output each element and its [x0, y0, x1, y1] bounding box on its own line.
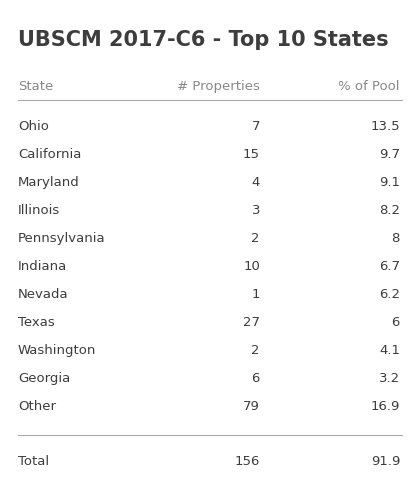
Text: 91.9: 91.9: [370, 455, 400, 468]
Text: 79: 79: [243, 400, 260, 413]
Text: 10: 10: [243, 260, 260, 273]
Text: State: State: [18, 80, 53, 93]
Text: 3.2: 3.2: [379, 372, 400, 385]
Text: Texas: Texas: [18, 316, 55, 329]
Text: Ohio: Ohio: [18, 120, 49, 133]
Text: 4: 4: [252, 176, 260, 189]
Text: 16.9: 16.9: [370, 400, 400, 413]
Text: 9.1: 9.1: [379, 176, 400, 189]
Text: Nevada: Nevada: [18, 288, 68, 301]
Text: 6: 6: [252, 372, 260, 385]
Text: Illinois: Illinois: [18, 204, 60, 217]
Text: 9.7: 9.7: [379, 148, 400, 161]
Text: 4.1: 4.1: [379, 344, 400, 357]
Text: 13.5: 13.5: [370, 120, 400, 133]
Text: Total: Total: [18, 455, 49, 468]
Text: 2: 2: [252, 232, 260, 245]
Text: # Properties: # Properties: [177, 80, 260, 93]
Text: 6.2: 6.2: [379, 288, 400, 301]
Text: 2: 2: [252, 344, 260, 357]
Text: Indiana: Indiana: [18, 260, 67, 273]
Text: 8: 8: [391, 232, 400, 245]
Text: 6: 6: [391, 316, 400, 329]
Text: UBSCM 2017-C6 - Top 10 States: UBSCM 2017-C6 - Top 10 States: [18, 30, 388, 50]
Text: 7: 7: [252, 120, 260, 133]
Text: California: California: [18, 148, 81, 161]
Text: Other: Other: [18, 400, 56, 413]
Text: Maryland: Maryland: [18, 176, 80, 189]
Text: 15: 15: [243, 148, 260, 161]
Text: Washington: Washington: [18, 344, 96, 357]
Text: 6.7: 6.7: [379, 260, 400, 273]
Text: 1: 1: [252, 288, 260, 301]
Text: Pennsylvania: Pennsylvania: [18, 232, 105, 245]
Text: % of Pool: % of Pool: [339, 80, 400, 93]
Text: 3: 3: [252, 204, 260, 217]
Text: 27: 27: [243, 316, 260, 329]
Text: 8.2: 8.2: [379, 204, 400, 217]
Text: Georgia: Georgia: [18, 372, 70, 385]
Text: 156: 156: [235, 455, 260, 468]
